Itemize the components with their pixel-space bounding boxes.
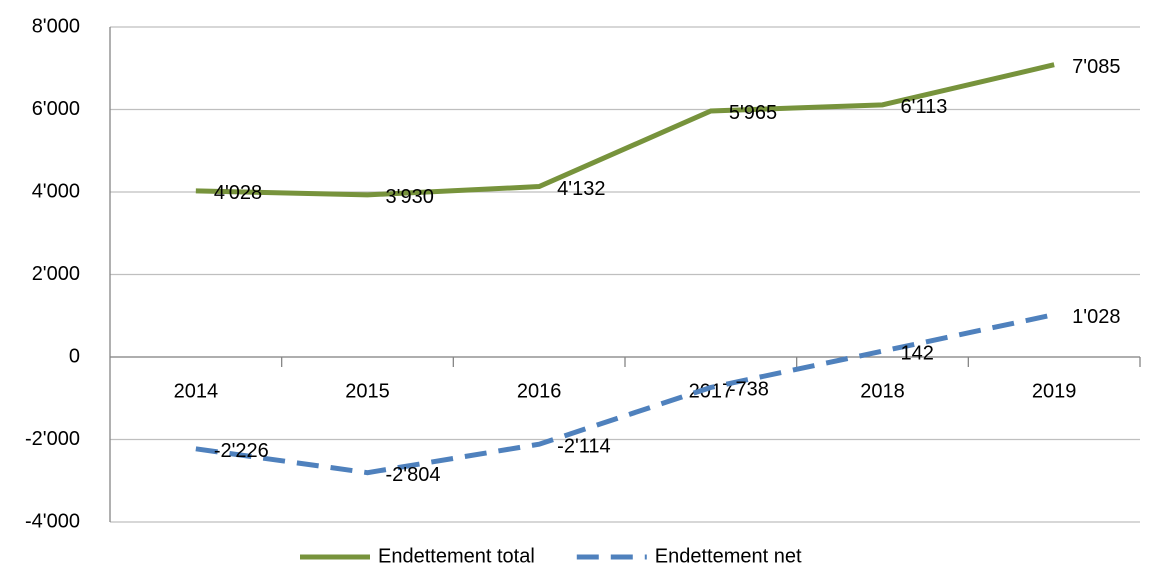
legend-label: Endettement total <box>378 545 535 567</box>
data-label: -2'804 <box>386 464 441 486</box>
data-label: -738 <box>729 379 769 401</box>
x-tick-label: 2016 <box>517 380 562 402</box>
legend-label: Endettement net <box>655 545 802 567</box>
x-tick-label: 2014 <box>174 380 219 402</box>
data-label: -2'226 <box>214 440 269 462</box>
data-label: 6'113 <box>901 96 948 118</box>
y-tick-label: -2'000 <box>25 428 80 450</box>
y-tick-label: 2'000 <box>32 263 80 285</box>
data-label: 142 <box>901 342 934 364</box>
x-tick-label: 2019 <box>1032 380 1077 402</box>
data-label: 4'028 <box>214 182 262 204</box>
y-tick-label: -4'000 <box>25 510 80 532</box>
series-line <box>195 312 1055 476</box>
data-label: 3'930 <box>386 186 434 208</box>
x-tick-label: 2018 <box>860 380 905 402</box>
y-tick-label: 4'000 <box>32 180 80 202</box>
data-label: 5'965 <box>729 102 777 124</box>
data-label: 1'028 <box>1072 306 1120 328</box>
data-label: -2'114 <box>557 435 611 457</box>
x-tick-label: 2015 <box>345 380 390 402</box>
y-tick-label: 0 <box>69 345 80 367</box>
data-label: 7'085 <box>1072 56 1120 78</box>
y-tick-label: 8'000 <box>32 15 80 37</box>
y-tick-label: 6'000 <box>32 98 80 120</box>
data-label: 4'132 <box>557 178 605 200</box>
x-tick-label: 2017 <box>689 380 734 402</box>
series-line <box>195 62 1055 198</box>
